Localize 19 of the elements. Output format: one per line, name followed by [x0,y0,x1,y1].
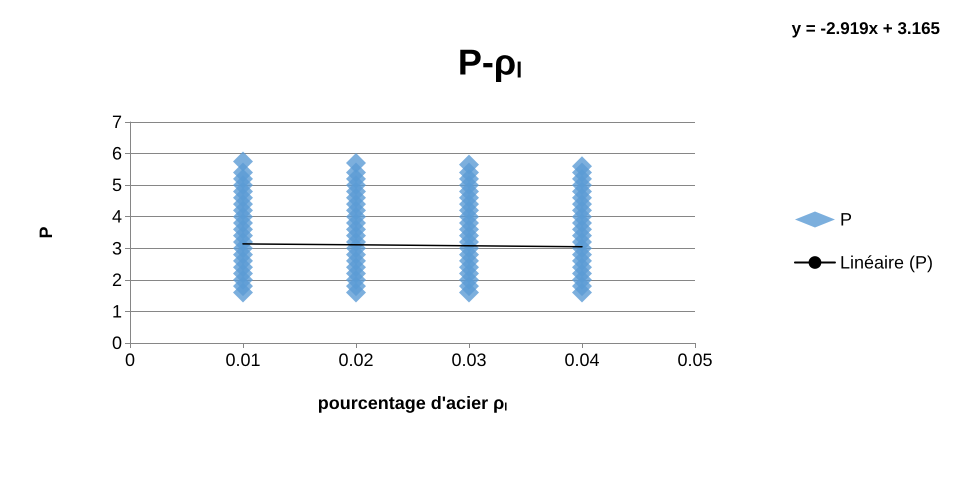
x-tick-label: 0 [124,350,136,370]
x-tick-label: 0.05 [677,350,713,370]
y-tick-label: 0 [112,333,122,353]
y-tick-label: 4 [112,206,122,227]
legend-label: Linéaire (P) [840,252,934,272]
x-tick-label: 0.03 [451,350,487,370]
y-tick-label: 2 [112,270,122,290]
x-tick-label: 0.01 [225,350,261,370]
y-axis-title: P [36,226,56,239]
legend-label: P [840,210,852,230]
y-tick-label: 6 [112,144,122,164]
chart-title: P-ρl [458,42,522,82]
x-tick-label: 0.04 [564,350,600,370]
y-tick-label: 5 [112,175,122,196]
y-tick-label: 3 [112,238,122,258]
x-tick-label: 0.02 [338,350,374,370]
y-tick-label: 1 [112,301,122,322]
text: y = -2.919x + 3.165 [792,19,940,38]
y-tick-label: 7 [112,112,122,132]
